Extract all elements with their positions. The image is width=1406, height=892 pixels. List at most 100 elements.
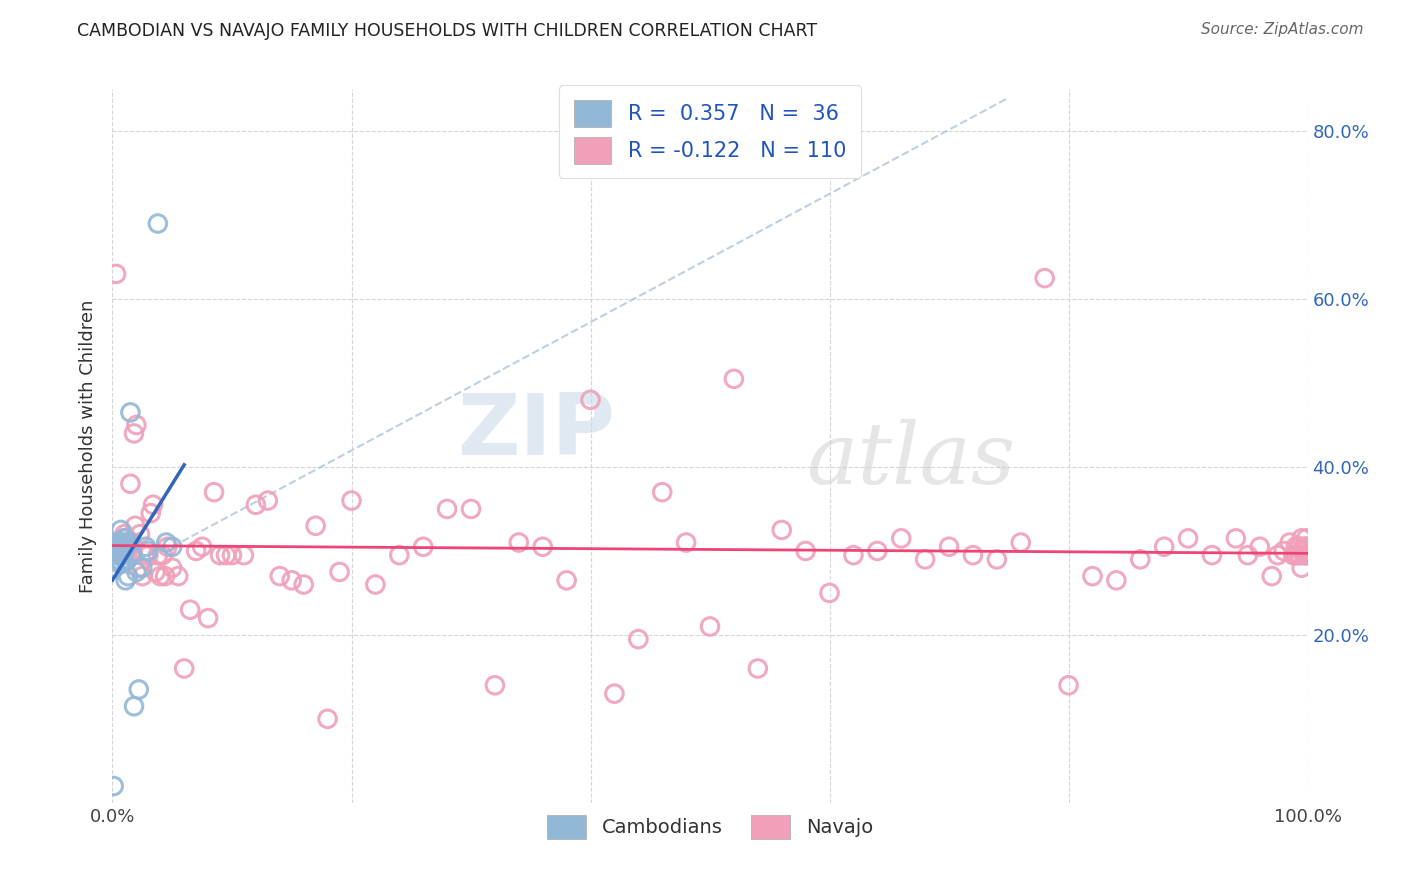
- Point: [1278, 535, 1301, 549]
- Point: [110, 540, 132, 554]
- Point: [699, 619, 721, 633]
- Point: [1272, 544, 1295, 558]
- Point: [115, 540, 138, 554]
- Point: [191, 540, 214, 554]
- Point: [233, 548, 256, 562]
- Point: [107, 544, 129, 558]
- Point: [1292, 548, 1315, 562]
- Point: [1286, 548, 1309, 562]
- Point: [153, 569, 176, 583]
- Point: [120, 405, 142, 419]
- Point: [121, 548, 143, 562]
- Point: [329, 565, 352, 579]
- Point: [167, 569, 190, 583]
- Point: [145, 565, 167, 579]
- Point: [1081, 569, 1104, 583]
- Point: [1105, 574, 1128, 588]
- Point: [114, 532, 136, 546]
- Point: [1225, 532, 1247, 546]
- Point: [128, 560, 150, 574]
- Point: [108, 557, 131, 571]
- Point: [110, 535, 132, 549]
- Point: [1237, 548, 1260, 562]
- Point: [138, 544, 160, 558]
- Point: [866, 544, 889, 558]
- Point: [627, 632, 650, 646]
- Point: [1285, 540, 1308, 554]
- Point: [114, 527, 135, 541]
- Point: [1292, 544, 1315, 558]
- Point: [675, 535, 697, 549]
- Point: [1295, 532, 1317, 546]
- Point: [110, 523, 132, 537]
- Point: [173, 661, 195, 675]
- Point: [257, 493, 280, 508]
- Point: [139, 506, 162, 520]
- Point: [162, 560, 183, 574]
- Point: [142, 498, 165, 512]
- Point: [1057, 678, 1080, 692]
- Point: [1267, 548, 1289, 562]
- Point: [436, 502, 458, 516]
- Point: [1261, 569, 1284, 583]
- Point: [215, 548, 238, 562]
- Text: atlas: atlas: [806, 419, 1015, 501]
- Point: [460, 502, 482, 516]
- Point: [1285, 548, 1308, 562]
- Point: [146, 217, 169, 231]
- Point: [152, 548, 174, 562]
- Point: [723, 372, 745, 386]
- Point: [269, 569, 291, 583]
- Point: [890, 532, 912, 546]
- Point: [125, 565, 148, 579]
- Point: [120, 476, 142, 491]
- Point: [292, 577, 315, 591]
- Point: [179, 603, 201, 617]
- Point: [149, 569, 172, 583]
- Point: [340, 493, 363, 508]
- Y-axis label: Family Households with Children: Family Households with Children: [79, 300, 97, 592]
- Point: [121, 535, 143, 549]
- Point: [122, 426, 145, 441]
- Point: [221, 548, 243, 562]
- Point: [111, 544, 134, 558]
- Point: [134, 548, 156, 562]
- Point: [1296, 540, 1319, 554]
- Point: [305, 518, 328, 533]
- Point: [1294, 540, 1316, 554]
- Point: [108, 540, 131, 554]
- Point: [112, 532, 135, 546]
- Point: [1033, 271, 1056, 285]
- Point: [1201, 548, 1223, 562]
- Text: ZIP: ZIP: [457, 390, 614, 474]
- Point: [794, 544, 817, 558]
- Point: [209, 548, 232, 562]
- Point: [412, 540, 434, 554]
- Point: [364, 577, 387, 591]
- Point: [115, 535, 138, 549]
- Point: [1291, 560, 1313, 574]
- Text: Source: ZipAtlas.com: Source: ZipAtlas.com: [1201, 22, 1364, 37]
- Point: [105, 535, 128, 549]
- Point: [125, 417, 148, 432]
- Point: [1295, 548, 1317, 562]
- Point: [118, 540, 141, 554]
- Point: [1294, 548, 1316, 562]
- Point: [1249, 540, 1271, 554]
- Point: [1282, 548, 1305, 562]
- Point: [107, 548, 129, 562]
- Point: [129, 527, 152, 541]
- Point: [105, 540, 128, 554]
- Point: [114, 574, 136, 588]
- Point: [112, 544, 135, 558]
- Point: [118, 535, 141, 549]
- Point: [531, 540, 554, 554]
- Point: [107, 548, 129, 562]
- Point: [603, 687, 626, 701]
- Point: [114, 532, 135, 546]
- Point: [114, 540, 136, 554]
- Point: [131, 569, 153, 583]
- Point: [579, 392, 602, 407]
- Point: [1288, 540, 1310, 554]
- Point: [155, 535, 177, 549]
